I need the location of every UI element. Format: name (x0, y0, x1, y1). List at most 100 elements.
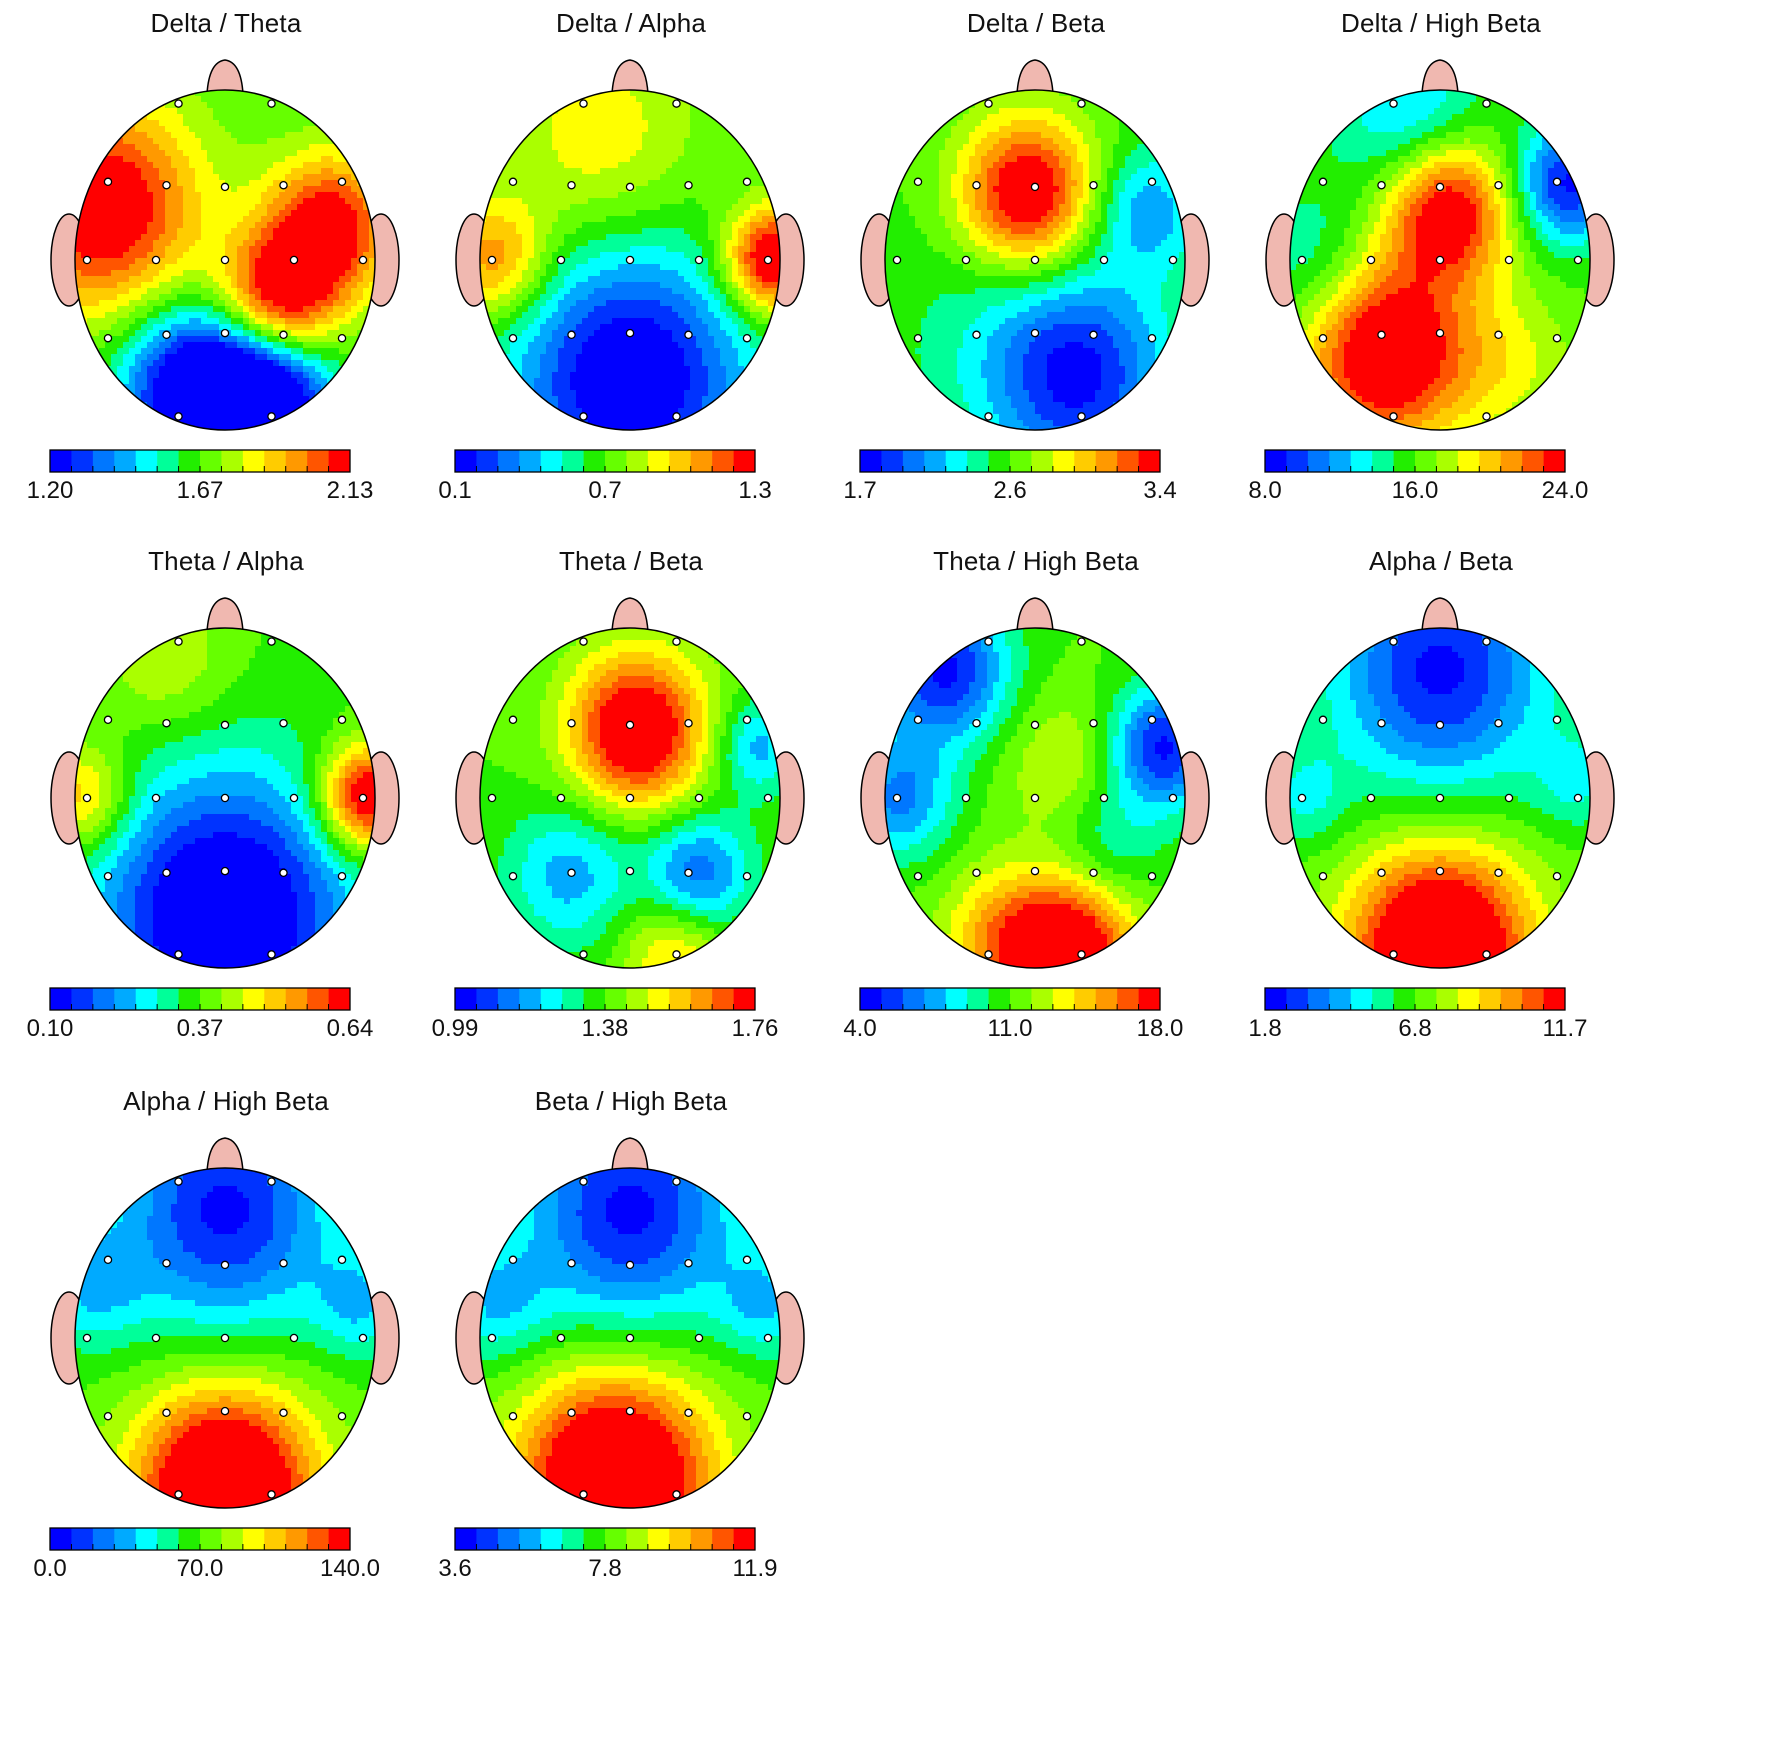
electrode-marker (1390, 413, 1397, 420)
colorbar-segment (136, 988, 158, 1010)
electrode-marker (685, 1260, 692, 1267)
electrode-marker (338, 873, 345, 880)
colorbar-segment (136, 450, 158, 472)
colorbar-segment (1372, 450, 1394, 472)
electrode-marker (568, 720, 575, 727)
colorbar: 0.99 1.38 1.76 (432, 988, 779, 1042)
electrode-marker (1553, 335, 1560, 342)
electrode-marker (104, 1413, 111, 1420)
topomap-svg: 8.0 16.0 24.0 (1235, 0, 1675, 560)
topomap-panel: Delta / Theta 1.20 1.67 2.13 (20, 0, 460, 570)
colorbar-segment (1139, 450, 1161, 472)
topomap-panel: Alpha / High Beta 0.0 70.0 140.0 (20, 1078, 460, 1648)
colorbar-segment (455, 450, 477, 472)
electrode-marker (626, 1408, 633, 1415)
colorbar-segment (860, 988, 882, 1010)
electrode-marker (1436, 183, 1443, 190)
electrode-marker (1078, 638, 1085, 645)
colorbar-segment (541, 450, 563, 472)
colorbar-segment (221, 1528, 243, 1550)
electrode-marker (743, 178, 750, 185)
electrode-marker (685, 720, 692, 727)
electrode-marker (290, 256, 297, 263)
electrode-marker (1378, 331, 1385, 338)
colorbar-segment (50, 450, 72, 472)
colorbar-tick-label: 2.6 (993, 477, 1026, 504)
colorbar-segment (1329, 988, 1351, 1010)
electrode-marker (509, 1256, 516, 1263)
electrode-marker (1031, 721, 1038, 728)
electrode-marker (221, 1408, 228, 1415)
colorbar-tick-label: 3.6 (438, 1555, 471, 1582)
electrode-marker (1319, 716, 1326, 723)
colorbar-segment (498, 988, 520, 1010)
electrode-marker (580, 100, 587, 107)
colorbar-segment (946, 988, 968, 1010)
colorbar-tick-label: 0.1 (438, 477, 471, 504)
electrode-marker (359, 256, 366, 263)
colorbar-segment (1436, 988, 1458, 1010)
colorbar-segment (967, 450, 989, 472)
nose (207, 1138, 243, 1172)
colorbar-segment (476, 450, 498, 472)
colorbar-tick-label: 70.0 (177, 1555, 224, 1582)
colorbar-segment (648, 1528, 670, 1550)
colorbar-segment (136, 1528, 158, 1550)
colorbar-segment (1544, 450, 1566, 472)
colorbar-segment (924, 450, 946, 472)
electrode-marker (626, 1261, 633, 1268)
electrode-marker (152, 256, 159, 263)
electrode-marker (673, 1178, 680, 1185)
electrode-marker (764, 794, 771, 801)
electrode-marker (568, 1260, 575, 1267)
colorbar-tick-label: 0.0 (33, 1555, 66, 1582)
electrode-marker (764, 256, 771, 263)
nose (612, 598, 648, 632)
colorbar-segment (307, 988, 329, 1010)
colorbar-tick-label: 18.0 (1137, 1015, 1184, 1042)
topomap-svg: 1.7 2.6 3.4 (830, 0, 1270, 560)
colorbar-tick-label: 1.38 (582, 1015, 629, 1042)
colorbar-tick-label: 8.0 (1248, 477, 1281, 504)
colorbar-segment (519, 1528, 541, 1550)
colorbar-segment (329, 450, 351, 472)
colorbar-segment (179, 450, 201, 472)
colorbar-segment (264, 450, 286, 472)
electrode-marker (290, 1334, 297, 1341)
electrode-marker (973, 720, 980, 727)
colorbar-segment (157, 988, 179, 1010)
colorbar-segment (1074, 450, 1096, 472)
electrode-marker (626, 183, 633, 190)
electrode-marker (104, 1256, 111, 1263)
electrode-marker (280, 1409, 287, 1416)
electrode-marker (1169, 794, 1176, 801)
colorbar: 8.0 16.0 24.0 (1248, 450, 1588, 504)
electrode-marker (1483, 100, 1490, 107)
electrode-marker (1574, 256, 1581, 263)
colorbar-tick-label: 0.37 (177, 1015, 224, 1042)
electrode-marker (1436, 330, 1443, 337)
colorbar-segment (1479, 988, 1501, 1010)
electrode-marker (280, 869, 287, 876)
electrode-marker (568, 869, 575, 876)
topomap-svg: 0.10 0.37 0.64 (20, 538, 460, 1098)
electrode-marker (626, 256, 633, 263)
colorbar-segment (329, 1528, 351, 1550)
colorbar-segment (1286, 450, 1308, 472)
colorbar-segment (946, 450, 968, 472)
colorbar-segment (584, 1528, 606, 1550)
colorbar-segment (264, 1528, 286, 1550)
electrode-marker (1319, 873, 1326, 880)
electrode-marker (488, 794, 495, 801)
colorbar-segment (734, 450, 756, 472)
electrode-marker (488, 256, 495, 263)
electrode-marker (509, 335, 516, 342)
colorbar-segment (562, 1528, 584, 1550)
topomap-panel: Delta / Beta 1.7 2.6 3.4 (830, 0, 1270, 570)
electrode-marker (1031, 868, 1038, 875)
colorbar-segment (712, 1528, 734, 1550)
colorbar-segment (114, 988, 136, 1010)
electrode-marker (221, 1261, 228, 1268)
electrode-marker (1298, 794, 1305, 801)
electrode-marker (1031, 794, 1038, 801)
